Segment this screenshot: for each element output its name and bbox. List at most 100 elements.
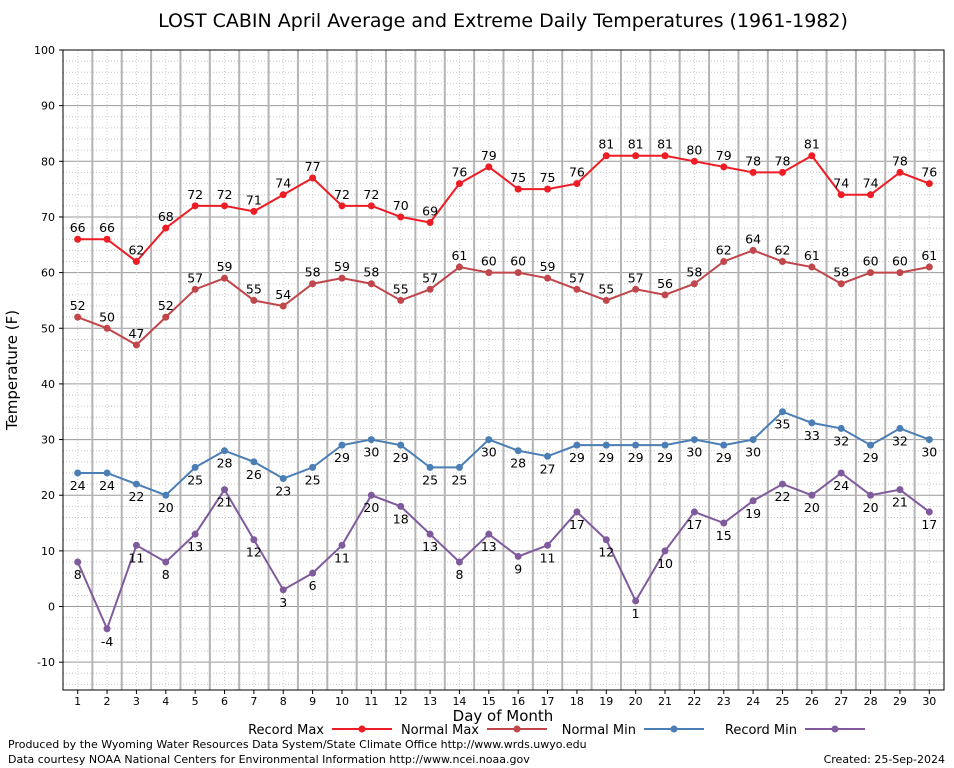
- data-point: [661, 441, 669, 449]
- data-point: [690, 508, 698, 516]
- series-line: [77, 410, 930, 497]
- x-tick-label: 4: [162, 695, 169, 708]
- data-label: 25: [422, 472, 438, 487]
- data-point: [103, 625, 111, 633]
- data-point: [74, 313, 82, 321]
- data-point: [74, 235, 82, 243]
- x-tick-label: 3: [133, 695, 140, 708]
- data-label: 71: [246, 192, 262, 207]
- data-label: 72: [217, 187, 233, 202]
- data-label: 10: [657, 556, 673, 571]
- data-point: [514, 185, 522, 193]
- data-point: [309, 280, 317, 288]
- data-label: 62: [128, 242, 144, 257]
- x-tick-label: 10: [335, 695, 349, 708]
- data-label: 70: [393, 198, 409, 213]
- data-label: 18: [393, 511, 409, 526]
- data-point: [191, 202, 199, 210]
- data-label: 55: [393, 281, 409, 296]
- data-point: [279, 586, 287, 594]
- data-point: [162, 491, 170, 499]
- data-label: 32: [833, 433, 849, 448]
- data-label: 64: [745, 231, 761, 246]
- x-tick-label: 20: [629, 695, 643, 708]
- data-point: [514, 552, 522, 560]
- data-point: [103, 235, 111, 243]
- x-tick-label: 26: [805, 695, 819, 708]
- data-label: 60: [892, 254, 908, 269]
- x-tick-label: 18: [570, 695, 584, 708]
- x-tick-label: 7: [250, 695, 257, 708]
- x-tick-label: 25: [775, 695, 789, 708]
- data-label: 61: [804, 248, 820, 263]
- series-normal-max: 52 50 47 52 57 59 55 54 58 59 58 55 57 61 60 60 59 57 55 57…: [70, 231, 937, 349]
- x-tick-label: 30: [922, 695, 936, 708]
- data-label: 78: [892, 153, 908, 168]
- data-point: [455, 180, 463, 188]
- footer-created-date: Created: 25-Sep-2024: [824, 753, 945, 766]
- data-label: 11: [128, 550, 144, 565]
- data-point: [661, 291, 669, 299]
- data-label: 30: [481, 445, 497, 460]
- data-point: [162, 558, 170, 566]
- y-tick-label: 10: [41, 545, 55, 558]
- data-label: 56: [657, 276, 673, 291]
- y-tick-label: -10: [37, 656, 55, 669]
- y-tick-label: 90: [41, 100, 55, 113]
- data-point: [426, 219, 434, 227]
- data-point: [250, 207, 258, 215]
- data-label: 79: [716, 148, 732, 163]
- data-label: 61: [451, 248, 467, 263]
- data-label: 80: [686, 142, 702, 157]
- data-label: 59: [217, 259, 233, 274]
- legend-label: Normal Min: [562, 723, 636, 738]
- footer-produced-by: Produced by the Wyoming Water Resources …: [8, 738, 587, 751]
- data-label: 47: [128, 326, 144, 341]
- data-point: [837, 191, 845, 199]
- data-label: 25: [305, 472, 321, 487]
- data-label: 69: [422, 204, 438, 219]
- data-label: 8: [74, 567, 82, 582]
- data-point: [279, 475, 287, 483]
- data-point: [426, 463, 434, 471]
- data-label: 15: [716, 528, 732, 543]
- data-point: [338, 541, 346, 549]
- x-tick-label: 27: [834, 695, 848, 708]
- data-label: 58: [363, 265, 379, 280]
- data-point: [103, 469, 111, 477]
- data-label: 30: [686, 445, 702, 460]
- data-label: 55: [598, 281, 614, 296]
- data-point: [720, 441, 728, 449]
- data-point: [221, 274, 229, 282]
- data-label: 20: [158, 500, 174, 515]
- data-point: [279, 302, 287, 310]
- data-point: [544, 274, 552, 282]
- data-label: 60: [510, 254, 526, 269]
- legend-marker: [670, 725, 678, 733]
- data-label: 79: [481, 148, 497, 163]
- data-label: 22: [775, 489, 791, 504]
- series-line: [76, 471, 930, 632]
- legend-label: Normal Max: [401, 723, 479, 738]
- data-point: [896, 269, 904, 277]
- series-record-max: 66 66 62 68 72 72 71 74 77 72 72 70 69 76 79 75 75 76 81 81…: [70, 137, 937, 265]
- data-point: [544, 541, 552, 549]
- x-axis-label: Day of Month: [453, 707, 554, 725]
- y-axis-ticks: -10 0 10 20 30 40 50 60 70 80 90 100: [34, 44, 63, 669]
- data-point: [132, 541, 140, 549]
- y-tick-label: 20: [41, 489, 55, 502]
- data-label: 59: [540, 259, 556, 274]
- data-label: 50: [99, 309, 115, 324]
- data-point: [367, 202, 375, 210]
- data-point: [485, 163, 493, 171]
- data-label: 28: [217, 456, 233, 471]
- data-point: [191, 530, 199, 538]
- data-label: 17: [921, 517, 937, 532]
- data-point: [896, 424, 904, 432]
- data-point: [514, 447, 522, 455]
- data-point: [162, 313, 170, 321]
- data-label: 13: [481, 539, 497, 554]
- data-label: 30: [363, 445, 379, 460]
- y-tick-label: 40: [41, 378, 55, 391]
